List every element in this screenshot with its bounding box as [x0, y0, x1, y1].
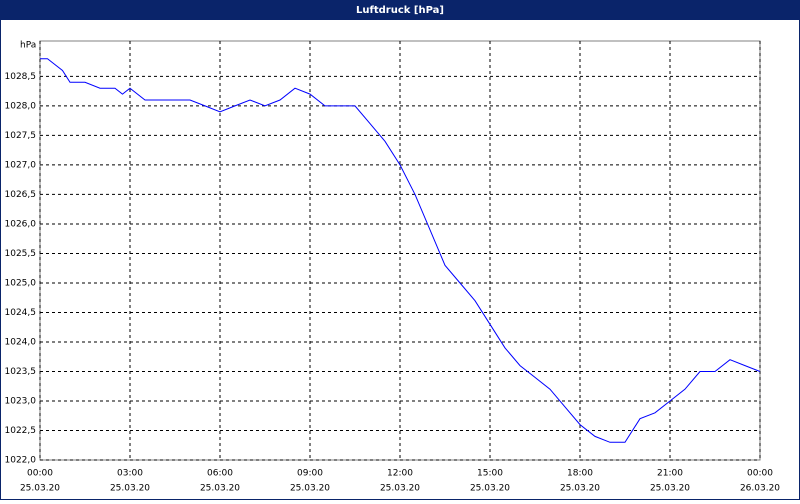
x-tick-date: 25.03.20 [290, 484, 330, 494]
y-tick-label: 1025,0 [5, 278, 37, 288]
y-tick-label: 1026,5 [5, 190, 37, 200]
x-tick-date: 25.03.20 [20, 484, 60, 494]
x-tick-label: 21:00 [657, 469, 683, 479]
x-tick-date: 25.03.20 [380, 484, 420, 494]
x-tick-date: 25.03.20 [200, 484, 240, 494]
x-tick-date: 25.03.20 [650, 484, 690, 494]
x-tick-label: 00:00 [747, 469, 773, 479]
x-tick-date: 26.03.20 [740, 484, 780, 494]
line-series [40, 58, 761, 443]
y-axis-label: hPa [20, 41, 36, 51]
x-tick-date: 25.03.20 [560, 484, 600, 494]
x-tick-date: 25.03.20 [110, 484, 150, 494]
x-tick-label: 15:00 [477, 469, 503, 479]
x-tick-label: 06:00 [207, 469, 233, 479]
x-tick-label: 18:00 [567, 469, 593, 479]
y-tick-label: 1023,5 [5, 367, 37, 377]
y-tick-label: 1022,5 [5, 426, 37, 436]
y-tick-label: 1028,0 [5, 101, 37, 111]
y-tick-label: 1022,0 [5, 456, 37, 466]
x-tick-label: 00:00 [27, 469, 53, 479]
y-tick-label: 1027,0 [5, 160, 37, 170]
y-tick-label: 1028,5 [5, 72, 37, 82]
chart-title: Luftdruck [hPa] [356, 5, 444, 16]
y-tick-label: 1024,5 [5, 308, 37, 318]
title-bar [0, 0, 800, 20]
x-tick-date: 25.03.20 [470, 484, 510, 494]
y-tick-label: 1024,0 [5, 337, 37, 347]
x-tick-label: 03:00 [117, 469, 143, 479]
x-tick-label: 12:00 [387, 469, 413, 479]
y-tick-label: 1025,5 [5, 249, 37, 259]
y-tick-label: 1027,5 [5, 131, 37, 141]
y-tick-label: 1023,0 [5, 396, 37, 406]
x-tick-label: 09:00 [297, 469, 323, 479]
y-tick-label: 1026,0 [5, 219, 37, 229]
